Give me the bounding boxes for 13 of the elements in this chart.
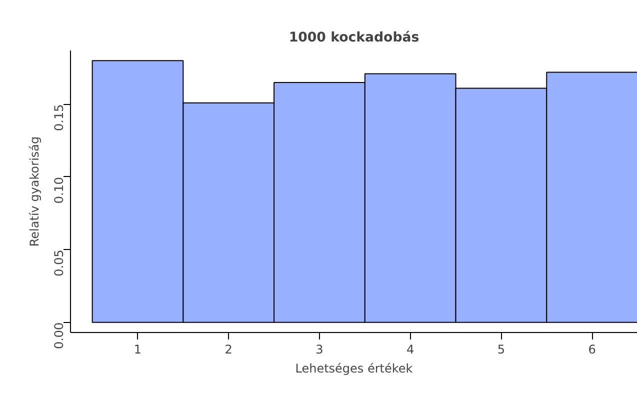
y-tick-label: 0.05 xyxy=(52,250,66,276)
x-tick-label: 2 xyxy=(224,342,232,356)
x-tick-label: 3 xyxy=(316,342,324,356)
x-tick-label: 5 xyxy=(497,342,506,356)
y-tick-label: 0.10 xyxy=(52,176,66,204)
chart-title: 1000 kockadobás xyxy=(288,30,420,46)
y-tick-label: 0.15 xyxy=(52,104,66,131)
x-tick-label: 1 xyxy=(134,342,142,356)
x-tick-label: 4 xyxy=(406,342,414,356)
y-tick-label: 0.00 xyxy=(52,322,66,350)
x-axis-title: Lehetséges értékek xyxy=(295,362,413,376)
y-axis-title: Relatív gyakoriság xyxy=(28,136,42,247)
x-tick-label: 6 xyxy=(588,342,596,356)
